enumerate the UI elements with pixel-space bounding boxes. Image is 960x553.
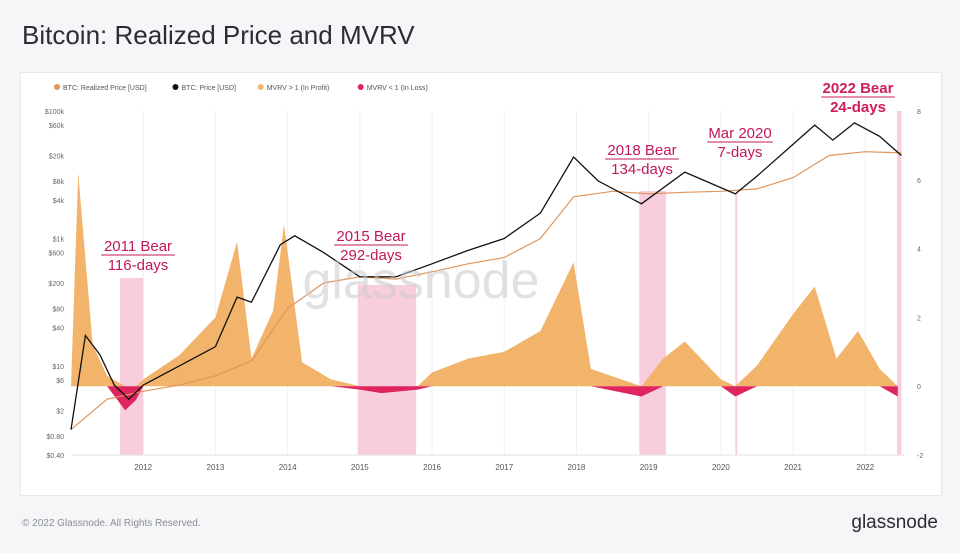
mvrv-profit-area — [71, 172, 898, 387]
y-left-tick-label: $600 — [48, 251, 64, 258]
legend-label: MVRV < 1 (In Loss) — [367, 85, 428, 92]
y-right-tick-label: -2 — [917, 453, 923, 460]
axes: $100k $60k $20k $8k $4k $1k $600 $200 $80 $40 $10 $… — [45, 109, 923, 472]
copyright: © 2022 Glassnode. All Rights Reserved. — [22, 518, 201, 529]
y-left-tick-label: $6 — [56, 378, 64, 385]
realized-price-line — [70, 151, 902, 431]
y-left-tick-label: $4k — [53, 198, 65, 205]
y-right-tick-label: 0 — [917, 384, 921, 391]
y-right-tick-label: 2 — [917, 315, 921, 322]
y-left-tick-label: $1k — [53, 236, 65, 243]
bear-label-title: 2018 Bear — [607, 142, 676, 159]
x-tick-label: 2021 — [784, 463, 802, 472]
brand-logo: glassnode — [851, 512, 938, 533]
mvrv-series — [71, 172, 898, 411]
page-title: Bitcoin: Realized Price and MVRV — [22, 20, 415, 50]
bear-label-days: 292-days — [340, 247, 402, 264]
bear-period-band — [639, 191, 666, 455]
x-tick-label: 2017 — [495, 463, 513, 472]
bear-period-band — [120, 278, 144, 455]
y-left-tick-label: $10 — [52, 364, 64, 371]
x-tick-label: 2022 — [856, 463, 874, 472]
legend-marker — [54, 84, 60, 90]
chart-card: BTC: Realized Price [USD] BTC: Price [USD… — [20, 72, 942, 496]
x-tick-label: 2016 — [423, 463, 441, 472]
y-left-tick-label: $100k — [45, 109, 65, 116]
legend-marker — [357, 84, 364, 90]
y-left-tick-label: $0.80 — [46, 434, 64, 441]
bear-labels: 2011 Bear 116-days 2015 Bear 292-days 2018 B… — [101, 80, 895, 274]
bear-label-title: 2022 Bear — [823, 80, 894, 97]
chart: BTC: Realized Price [USD] BTC: Price [USD… — [45, 80, 923, 472]
y-right-tick-label: 6 — [917, 178, 921, 185]
y-left-tick-label: $200 — [48, 281, 64, 288]
mvrv-loss-area — [71, 386, 898, 411]
legend-marker — [257, 84, 264, 90]
price-line — [70, 122, 902, 430]
x-tick-label: 2018 — [568, 463, 586, 472]
y-left-tick-label: $20k — [49, 154, 65, 161]
legend-label: BTC: Price [USD] — [182, 85, 237, 92]
bear-periods — [120, 111, 902, 455]
y-left-tick-label: $2 — [56, 408, 64, 415]
legend-label: MVRV > 1 (In Profit) — [267, 85, 330, 92]
x-tick-label: 2014 — [279, 463, 297, 472]
chart-grid — [142, 111, 866, 455]
bear-label-title: 2011 Bear — [104, 238, 172, 255]
x-tick-label: 2012 — [134, 463, 152, 472]
bear-label-days: 24-days — [830, 99, 886, 116]
x-tick-label: 2020 — [712, 463, 730, 472]
bear-period-band — [735, 193, 738, 455]
bear-period-band — [897, 111, 902, 455]
legend-marker — [172, 84, 179, 90]
price-lines — [70, 122, 902, 431]
y-left-tick-label: $80 — [52, 306, 64, 313]
bear-label-title: 2015 Bear — [336, 228, 405, 245]
x-tick-label: 2019 — [640, 463, 658, 472]
bear-label-title: Mar 2020 — [708, 125, 771, 142]
y-left-tick-label: $0.40 — [46, 453, 64, 460]
y-left-tick-label: $40 — [52, 326, 64, 333]
bear-period-band — [357, 285, 417, 455]
y-left-tick-label: $8k — [53, 179, 65, 186]
bear-label-days: 7-days — [717, 144, 762, 161]
x-tick-label: 2015 — [351, 463, 369, 472]
watermark: glassnode — [302, 252, 539, 310]
legend: BTC: Realized Price [USD] BTC: Price [USD… — [54, 84, 428, 92]
bear-label-days: 116-days — [108, 257, 169, 274]
y-right-tick-label: 8 — [917, 109, 921, 116]
x-tick-label: 2013 — [207, 463, 225, 472]
legend-label: BTC: Realized Price [USD] — [63, 85, 147, 92]
y-right-tick-label: 4 — [917, 247, 921, 254]
bear-label-days: 134-days — [611, 161, 673, 178]
y-left-tick-label: $60k — [49, 123, 65, 130]
